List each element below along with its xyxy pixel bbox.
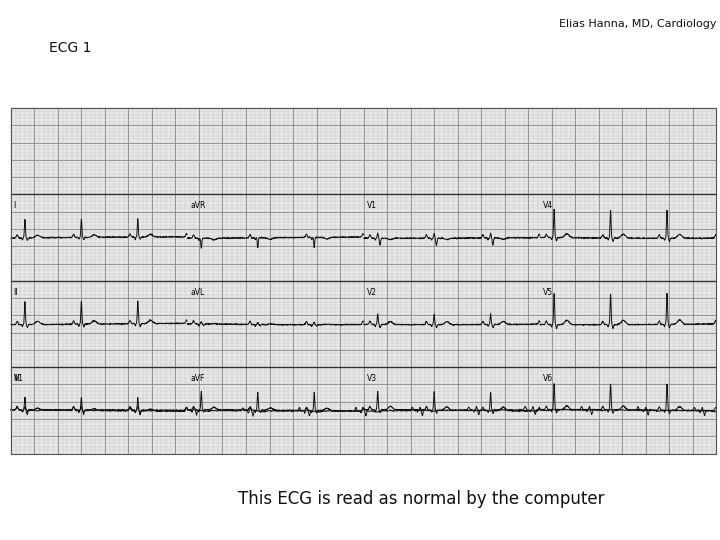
Text: V1: V1: [366, 201, 377, 210]
Text: V5: V5: [543, 288, 553, 296]
Text: II: II: [14, 288, 18, 296]
Text: III: III: [14, 374, 20, 383]
Bar: [11, 108, 716, 454]
Text: V1: V1: [14, 374, 24, 383]
Text: V6: V6: [543, 374, 553, 383]
Text: aVR: aVR: [190, 201, 205, 210]
Text: aVL: aVL: [190, 288, 204, 296]
Bar: [11, 108, 716, 454]
Text: ECG 1: ECG 1: [49, 40, 91, 55]
Text: V3: V3: [366, 374, 377, 383]
Text: This ECG is read as normal by the computer: This ECG is read as normal by the comput…: [238, 490, 604, 509]
Text: I: I: [14, 201, 16, 210]
Text: aVF: aVF: [190, 374, 204, 383]
Text: V2: V2: [366, 288, 377, 296]
Text: Elias Hanna, MD, Cardiology: Elias Hanna, MD, Cardiology: [559, 19, 716, 29]
Text: V4: V4: [543, 201, 553, 210]
